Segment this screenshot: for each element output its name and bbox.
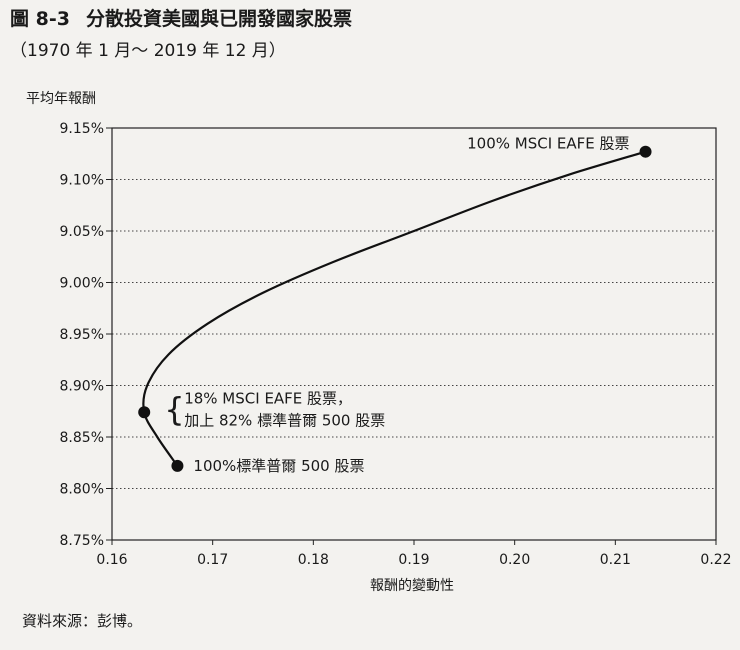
data-point xyxy=(171,459,184,472)
figure-title-text: 分散投資美國與已開發國家股票 xyxy=(85,8,352,30)
x-axis-label: 報酬的變動性 xyxy=(370,578,454,594)
x-tick-label: 0.19 xyxy=(398,552,429,568)
y-tick-label: 8.80% xyxy=(60,482,104,498)
point-label-line: 加上 82% 標準普爾 500 股票 xyxy=(184,411,385,429)
point-label: 100%標準普爾 500 股票 xyxy=(193,457,364,475)
y-tick-label: 8.95% xyxy=(60,327,104,343)
data-point xyxy=(639,145,652,158)
y-tick-label: 9.00% xyxy=(60,276,104,292)
x-tick-label: 0.18 xyxy=(298,552,329,568)
label-brace: { xyxy=(164,390,184,428)
y-tick-label: 8.90% xyxy=(60,379,104,395)
axis-layer: 8.75% 8.80% 8.85% 8.90% 8.95% 9.00% 9.05% 9.10%… xyxy=(60,121,732,568)
x-tick-label: 0.17 xyxy=(197,552,228,568)
plot-frame xyxy=(111,127,717,541)
figure-number: 圖 8-3 xyxy=(10,8,70,30)
y-tick-label: 8.85% xyxy=(60,430,104,446)
point-label: 100% MSCI EAFE 股票 xyxy=(467,135,629,153)
x-tick-label: 0.21 xyxy=(600,552,631,568)
point-label-line: 18% MSCI EAFE 股票， xyxy=(184,389,352,407)
y-tick-label: 9.15% xyxy=(60,121,104,137)
figure-source: 資料來源：彭博。 xyxy=(22,612,143,630)
y-tick-label: 9.05% xyxy=(60,224,104,240)
data-point xyxy=(138,406,151,419)
grid-layer xyxy=(112,179,716,489)
x-tick-label: 0.20 xyxy=(499,552,530,568)
figure-title: 圖 8-3 分散投資美國與已開發國家股票 xyxy=(10,4,352,31)
point-layer: 100% MSCI EAFE 股票 {18% MSCI EAFE 股票， 加上 82… xyxy=(138,135,652,475)
y-tick-label: 9.10% xyxy=(60,173,104,189)
efficient-frontier-chart: 平均年報酬 報酬的變動性 8.75% 8.80% 8.85% 8.90% 8.95% 9.… xyxy=(26,91,732,594)
figure-subtitle: （1970 年 1 月～ 2019 年 12 月） xyxy=(10,41,286,61)
y-tick-label: 8.75% xyxy=(60,533,104,549)
y-axis-label: 平均年報酬 xyxy=(26,91,96,107)
x-tick-label: 0.22 xyxy=(700,552,731,568)
x-tick-label: 0.16 xyxy=(96,552,127,568)
